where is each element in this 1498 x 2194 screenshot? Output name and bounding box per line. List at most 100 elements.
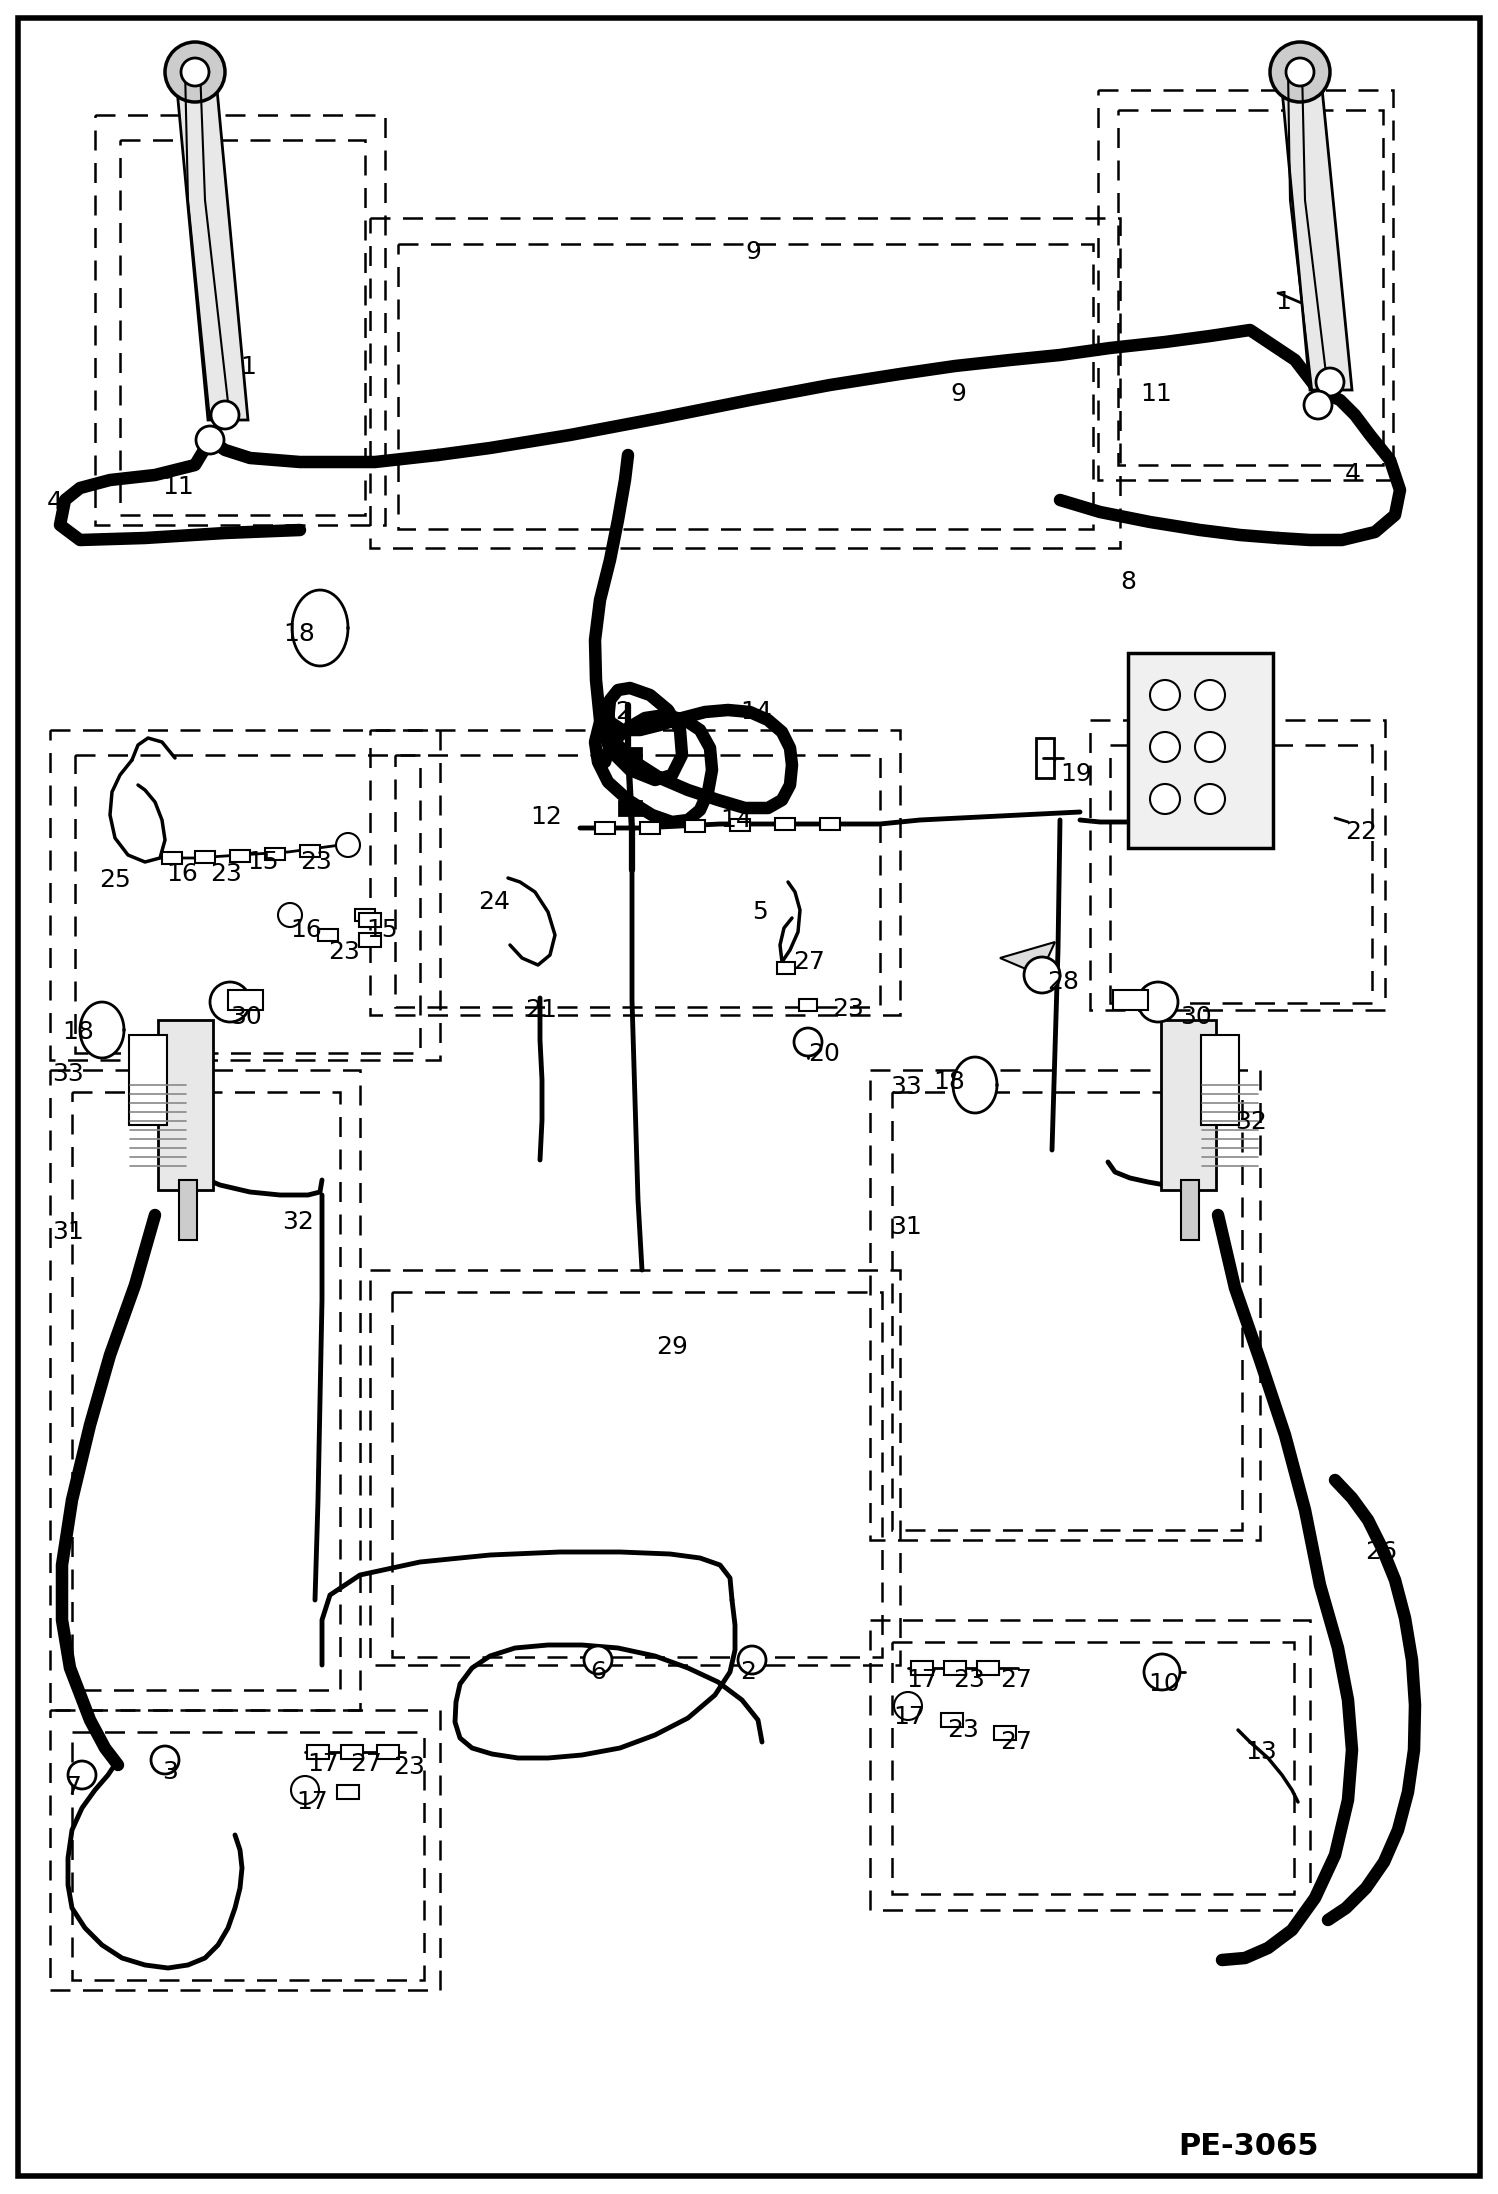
Circle shape: [1195, 733, 1225, 761]
Text: 17: 17: [906, 1667, 938, 1692]
Text: 31: 31: [890, 1215, 921, 1240]
Bar: [1161, 1020, 1215, 1189]
Bar: [228, 989, 262, 1009]
Text: 30: 30: [231, 1005, 262, 1029]
Text: 22: 22: [1345, 821, 1377, 845]
Text: 10: 10: [1147, 1672, 1180, 1696]
Text: 32: 32: [282, 1211, 315, 1233]
Text: 17: 17: [297, 1790, 328, 1814]
Text: 32: 32: [1234, 1110, 1267, 1134]
Circle shape: [1025, 957, 1061, 994]
Text: 13: 13: [1245, 1740, 1276, 1764]
Bar: [342, 1744, 363, 1760]
Bar: [307, 1744, 330, 1760]
Bar: [370, 731, 900, 1016]
Text: 4: 4: [1345, 463, 1362, 487]
Bar: [231, 849, 250, 862]
Text: 28: 28: [1047, 970, 1079, 994]
Bar: [129, 1036, 166, 1126]
Circle shape: [151, 1746, 178, 1775]
Text: 17: 17: [307, 1753, 339, 1775]
Polygon shape: [79, 1003, 124, 1058]
Circle shape: [210, 983, 250, 1022]
Bar: [730, 818, 750, 832]
Bar: [1118, 110, 1383, 465]
Bar: [120, 140, 366, 516]
Circle shape: [794, 1029, 822, 1055]
Bar: [370, 217, 1121, 548]
Polygon shape: [175, 68, 249, 419]
Polygon shape: [1279, 68, 1353, 391]
Circle shape: [279, 904, 303, 928]
Text: 6: 6: [590, 1661, 607, 1685]
Text: 23: 23: [953, 1667, 984, 1692]
Circle shape: [291, 1775, 319, 1803]
Text: 3: 3: [162, 1760, 178, 1784]
Circle shape: [165, 42, 225, 101]
Bar: [72, 1731, 424, 1979]
Bar: [392, 1292, 882, 1656]
Circle shape: [1270, 42, 1330, 101]
Circle shape: [1150, 783, 1180, 814]
Circle shape: [1150, 680, 1180, 711]
Circle shape: [1150, 733, 1180, 761]
Text: 18: 18: [61, 1020, 94, 1044]
Bar: [595, 823, 616, 834]
Text: 15: 15: [366, 917, 397, 941]
Text: 26: 26: [1365, 1540, 1398, 1564]
Circle shape: [1285, 57, 1314, 86]
Text: 14: 14: [740, 700, 771, 724]
Bar: [300, 845, 321, 858]
Bar: [870, 1619, 1309, 1911]
Bar: [819, 818, 840, 829]
Bar: [94, 114, 385, 524]
Bar: [162, 851, 181, 864]
Text: 12: 12: [530, 805, 562, 829]
Bar: [911, 1661, 933, 1674]
Circle shape: [1195, 680, 1225, 711]
Bar: [370, 1270, 900, 1665]
Text: 33: 33: [890, 1075, 921, 1099]
Bar: [995, 1727, 1016, 1740]
Text: 30: 30: [1180, 1005, 1212, 1029]
Polygon shape: [292, 590, 348, 667]
Circle shape: [739, 1646, 765, 1674]
Text: 14: 14: [721, 807, 752, 832]
Text: 16: 16: [291, 917, 322, 941]
Circle shape: [584, 1646, 613, 1674]
Text: 2: 2: [740, 1661, 756, 1685]
Text: 33: 33: [52, 1062, 84, 1086]
Bar: [619, 801, 641, 814]
Bar: [891, 1641, 1294, 1893]
Bar: [1098, 90, 1393, 480]
Bar: [360, 932, 380, 948]
Text: PE-3065: PE-3065: [1177, 2133, 1318, 2161]
Bar: [777, 961, 795, 974]
Text: 16: 16: [166, 862, 198, 886]
Bar: [157, 1020, 213, 1189]
Text: 27: 27: [792, 950, 825, 974]
Text: 1: 1: [240, 355, 256, 380]
Bar: [265, 849, 285, 860]
Text: 4: 4: [46, 489, 63, 513]
Text: 9: 9: [950, 382, 966, 406]
Circle shape: [181, 57, 210, 86]
Polygon shape: [953, 1058, 998, 1112]
Bar: [774, 818, 795, 829]
Text: 5: 5: [752, 900, 768, 924]
Text: 27: 27: [351, 1753, 382, 1775]
Bar: [355, 908, 374, 921]
Bar: [72, 1093, 340, 1689]
Circle shape: [1303, 391, 1332, 419]
Text: 23: 23: [392, 1755, 425, 1779]
Bar: [891, 1093, 1242, 1529]
Bar: [49, 1071, 360, 1709]
Bar: [49, 1709, 440, 1990]
Text: 17: 17: [893, 1705, 924, 1729]
Text: 7: 7: [66, 1775, 82, 1799]
Text: 25: 25: [99, 869, 130, 893]
Text: 11: 11: [162, 474, 193, 498]
Text: 12: 12: [601, 700, 632, 724]
Bar: [1091, 720, 1386, 1009]
Bar: [360, 913, 380, 928]
